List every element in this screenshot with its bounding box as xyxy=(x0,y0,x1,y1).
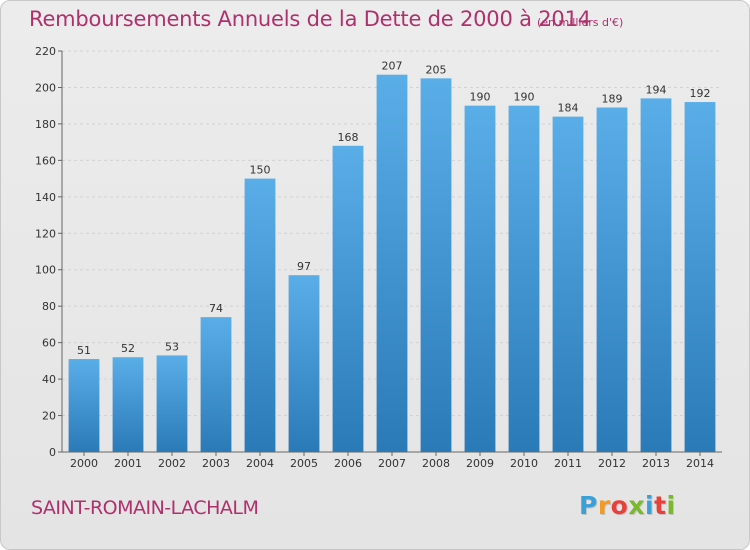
data-label-2011: 184 xyxy=(558,102,579,115)
y-tick-label: 80 xyxy=(42,300,56,313)
x-tick-label-2013: 2013 xyxy=(642,457,670,470)
data-label-2000: 51 xyxy=(77,344,91,357)
y-tick-label: 200 xyxy=(35,81,56,94)
data-label-2014: 192 xyxy=(690,87,711,100)
y-tick-label: 160 xyxy=(35,154,56,167)
bar-2013 xyxy=(640,98,672,453)
bar-2000 xyxy=(68,359,100,452)
data-label-2010: 190 xyxy=(514,91,535,104)
x-tick-label-2004: 2004 xyxy=(246,457,274,470)
data-label-2013: 194 xyxy=(646,83,667,96)
y-tick-label: 180 xyxy=(35,118,56,131)
bar-2012 xyxy=(596,107,628,452)
x-tick-label-2000: 2000 xyxy=(70,457,98,470)
y-tick-label: 220 xyxy=(35,45,56,58)
labels: 0 20 40 60 80 100 120 140 160 180 200 220 51 2000 52 20… xyxy=(35,45,714,470)
x-tick-label-2006: 2006 xyxy=(334,457,362,470)
logo-letter: x xyxy=(628,491,645,520)
data-label-2006: 168 xyxy=(338,131,359,144)
x-tick-label-2010: 2010 xyxy=(510,457,538,470)
y-tick-label: 140 xyxy=(35,191,56,204)
x-tick-label-2002: 2002 xyxy=(158,457,186,470)
x-tick-label-2014: 2014 xyxy=(686,457,714,470)
logo-letter: i xyxy=(666,491,676,520)
x-tick-label-2007: 2007 xyxy=(378,457,406,470)
logo-letter: o xyxy=(610,491,629,520)
x-tick-label-2011: 2011 xyxy=(554,457,582,470)
bar-2008 xyxy=(420,78,452,452)
data-label-2004: 150 xyxy=(250,164,271,177)
proxiti-logo: Proxiti xyxy=(579,491,676,520)
data-label-2007: 207 xyxy=(382,60,403,73)
x-tick-label-2003: 2003 xyxy=(202,457,230,470)
bar-2010 xyxy=(508,105,540,452)
x-tick-label-2012: 2012 xyxy=(598,457,626,470)
logo-letter: i xyxy=(645,491,655,520)
y-tick-label: 20 xyxy=(42,410,56,423)
bar-2001 xyxy=(112,357,144,452)
bar-2005 xyxy=(288,275,320,452)
data-label-2012: 189 xyxy=(602,93,623,106)
bar-2006 xyxy=(332,145,364,453)
y-tick-label: 60 xyxy=(42,337,56,350)
bar-2004 xyxy=(244,178,276,452)
logo-letter: P xyxy=(579,491,598,520)
data-label-2002: 53 xyxy=(165,340,179,353)
logo-letter: t xyxy=(654,491,667,520)
bar-2009 xyxy=(464,105,496,452)
x-tick-label-2009: 2009 xyxy=(466,457,494,470)
x-tick-label-2001: 2001 xyxy=(114,457,142,470)
x-tick-label-2005: 2005 xyxy=(290,457,318,470)
data-label-2009: 190 xyxy=(470,91,491,104)
bar-2002 xyxy=(156,355,188,452)
x-tick-label-2008: 2008 xyxy=(422,457,450,470)
y-tick-label: 120 xyxy=(35,227,56,240)
bars xyxy=(68,74,716,453)
bar-2007 xyxy=(376,74,408,452)
commune-name: SAINT-ROMAIN-LACHALM xyxy=(31,497,259,519)
data-label-2003: 74 xyxy=(209,302,223,315)
data-label-2001: 52 xyxy=(121,342,135,355)
bar-2011 xyxy=(552,116,584,453)
bar-2003 xyxy=(200,317,232,452)
y-tick-label: 40 xyxy=(42,373,56,386)
data-label-2008: 205 xyxy=(426,63,447,76)
y-tick-label: 0 xyxy=(49,446,56,459)
data-label-2005: 97 xyxy=(297,260,311,273)
chart-title: Remboursements Annuels de la Dette de 20… xyxy=(29,7,591,31)
y-tick-label: 100 xyxy=(35,264,56,277)
bar-2014 xyxy=(684,102,716,452)
chart-subtitle: (en milliers d'€) xyxy=(537,16,624,29)
logo-letter: r xyxy=(597,491,611,520)
